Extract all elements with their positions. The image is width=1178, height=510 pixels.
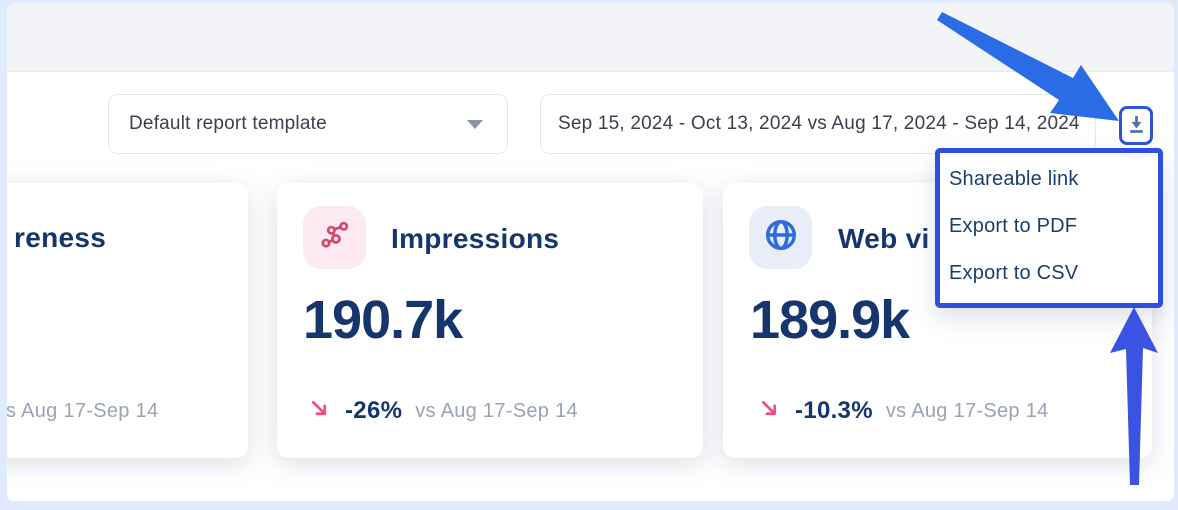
trend-down-arrow-icon [307, 396, 332, 426]
app-window: Default report template Sep 15, 2024 - O… [7, 3, 1174, 501]
web-visits-footer: -10.3% vs Aug 17-Sep 14 [757, 396, 1049, 426]
web-visits-icon-box [749, 206, 812, 269]
report-template-select[interactable]: Default report template [108, 94, 508, 154]
kpi-card-impressions[interactable]: Impressions 190.7k -26% vs Aug 17-Sep 14 [277, 183, 703, 458]
web-visits-comparison: vs Aug 17-Sep 14 [885, 399, 1049, 422]
impressions-footer: -26% vs Aug 17-Sep 14 [307, 396, 578, 426]
menu-item-export-csv[interactable]: Export to CSV [949, 262, 1079, 284]
impressions-value: 190.7k [303, 290, 463, 350]
date-range-picker[interactable]: Sep 15, 2024 - Oct 13, 2024 vs Aug 17, 2… [540, 94, 1096, 154]
download-icon [1126, 113, 1147, 139]
kpi-comparison-partial: s Aug 17-Sep 14 [7, 400, 159, 422]
web-visits-title-partial: Web vi [838, 223, 930, 254]
kpi-card-title-partial: reness [14, 222, 107, 253]
top-bar [7, 3, 1174, 72]
scatter-route-icon [317, 217, 353, 258]
kpi-card-clipped[interactable]: reness s Aug 17-Sep 14 [7, 183, 248, 458]
menu-item-export-pdf[interactable]: Export to PDF [949, 215, 1078, 237]
menu-item-shareable-link[interactable]: Shareable link [949, 168, 1079, 190]
impressions-comparison: vs Aug 17-Sep 14 [415, 399, 578, 422]
impressions-delta: -26% [345, 397, 403, 424]
chevron-down-icon [467, 119, 483, 129]
web-visits-value: 189.9k [750, 290, 910, 350]
report-template-value: Default report template [129, 113, 327, 134]
trend-down-arrow-icon [757, 396, 782, 426]
web-visits-delta: -10.3% [795, 397, 873, 424]
impressions-title: Impressions [391, 223, 560, 254]
export-download-button[interactable] [1119, 106, 1153, 145]
globe-icon [762, 216, 800, 259]
export-menu: Shareable link Export to PDF Export to C… [935, 148, 1163, 308]
impressions-icon-box [303, 206, 366, 269]
date-range-value: Sep 15, 2024 - Oct 13, 2024 vs Aug 17, 2… [558, 113, 1080, 134]
